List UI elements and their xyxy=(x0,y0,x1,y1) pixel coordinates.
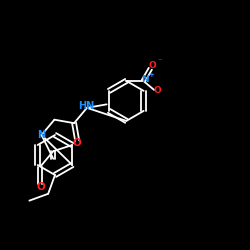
Text: O: O xyxy=(73,138,82,148)
Text: N: N xyxy=(142,76,149,84)
Text: O: O xyxy=(148,61,156,70)
Text: HN: HN xyxy=(78,101,94,111)
Text: N: N xyxy=(38,130,46,140)
Text: ⁻: ⁻ xyxy=(157,56,162,65)
Text: +: + xyxy=(148,72,154,78)
Text: O: O xyxy=(153,86,161,96)
Text: O: O xyxy=(36,182,45,192)
